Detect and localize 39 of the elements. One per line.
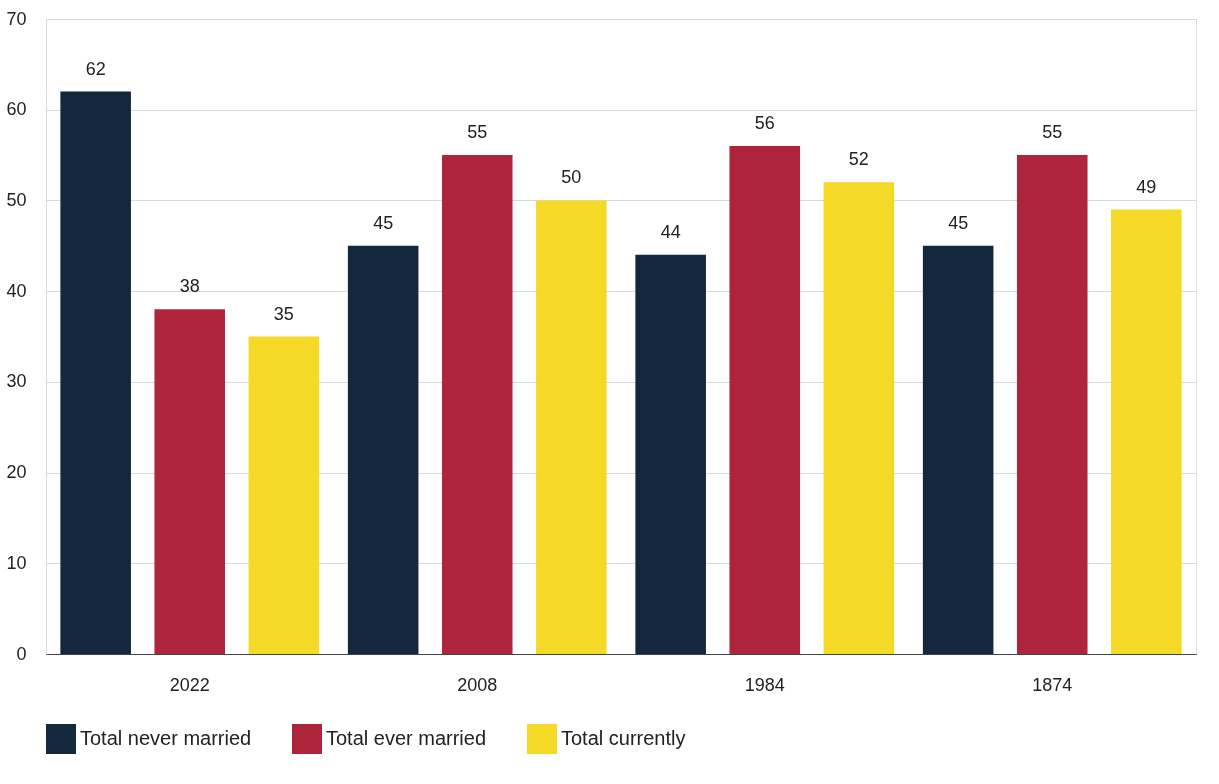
bar: [823, 182, 895, 654]
data-label: 56: [754, 113, 775, 133]
legend-label: Total ever married: [326, 727, 487, 749]
y-tick-label: 70: [6, 8, 27, 29]
data-label: 50: [561, 167, 582, 188]
x-tick-label: 2022: [169, 674, 210, 695]
y-tick-label: 50: [6, 189, 27, 210]
data-label: 38: [179, 276, 200, 297]
bar: [635, 254, 706, 654]
data-label: 52: [848, 149, 869, 170]
data-label: 45: [373, 212, 394, 233]
y-tick-label: 20: [6, 462, 27, 483]
data-label: 55: [1042, 122, 1063, 143]
data-label: 35: [273, 303, 294, 324]
bar: [248, 336, 320, 654]
bar: [441, 155, 513, 654]
x-tick-label: 1984: [744, 674, 785, 695]
data-label: 44: [660, 221, 681, 242]
bar: [1111, 209, 1182, 654]
legend-label: Total currently: [561, 727, 686, 749]
bar: [347, 245, 419, 654]
bar: [60, 91, 131, 654]
data-label: 45: [948, 212, 969, 233]
data-label: 49: [1136, 176, 1157, 197]
data-label: 55: [467, 122, 488, 143]
bar: [154, 309, 226, 654]
y-tick-label: 60: [6, 99, 27, 120]
legend-label: Total never married: [80, 727, 252, 749]
bar: [922, 245, 994, 654]
y-tick-label: 10: [6, 552, 27, 573]
y-tick-label: 0: [16, 643, 27, 664]
x-tick-label: 1874: [1032, 674, 1073, 695]
data-label: 62: [85, 58, 106, 79]
bar: [729, 146, 801, 654]
x-tick-label: 2008: [457, 674, 498, 695]
y-tick-label: 30: [6, 371, 27, 392]
bar: [1016, 155, 1088, 654]
bar: [536, 200, 607, 654]
y-tick-label: 40: [6, 280, 27, 301]
